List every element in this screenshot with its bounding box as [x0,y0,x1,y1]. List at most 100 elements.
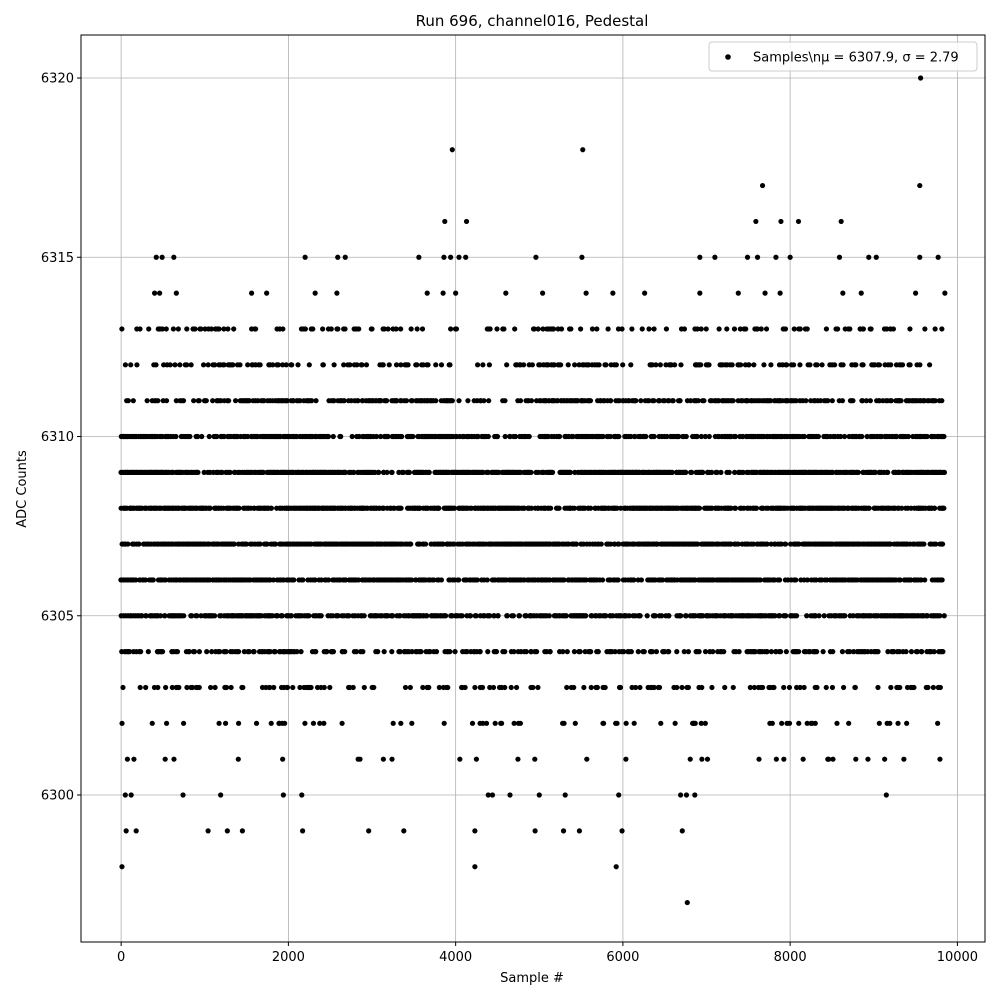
sample-point [159,254,165,260]
sample-point [155,684,161,691]
sample-point [436,505,442,511]
sample-point [540,326,546,332]
sample-point [757,577,763,583]
sample-point [829,398,835,404]
sample-point [240,684,246,691]
sample-point [759,182,766,189]
sample-point [195,469,201,475]
sample-point [275,362,281,368]
sample-point [330,433,336,440]
sample-point [502,398,508,404]
sample-point [205,828,211,834]
sample-point [487,684,493,691]
sample-point [433,649,440,655]
sample-point [501,326,507,332]
sample-point [356,326,362,332]
sample-point [735,290,741,296]
sample-point [917,362,923,368]
y-tick-label: 6305 [41,609,74,624]
y-tick-label: 6315 [41,251,74,266]
sample-point [334,290,340,296]
sample-point [295,362,301,368]
sample-point [409,649,415,655]
sample-point [911,684,917,691]
sample-point [338,433,344,440]
sample-point [895,720,901,726]
sample-point [402,684,409,691]
sample-point [475,362,481,368]
sample-point [699,684,705,691]
sample-point [328,326,334,332]
sample-point [498,720,505,726]
sample-point [885,649,891,655]
sample-point [678,613,684,619]
sample-point [221,326,227,332]
sample-point [736,649,742,655]
sample-point [868,326,874,332]
sample-point [355,398,361,404]
sample-point [284,398,290,404]
sample-point [284,684,291,691]
sample-point [443,613,449,619]
sample-point [335,254,341,260]
sample-point [196,649,203,655]
sample-point [298,649,304,655]
sample-point [643,433,649,440]
sample-point [820,649,826,655]
sample-point [386,362,392,368]
sample-point [268,720,274,726]
sample-point [312,290,318,296]
sample-point [730,398,736,404]
sample-point [124,756,131,762]
sample-point [128,792,134,798]
sample-point [651,433,657,440]
sample-point [331,362,337,368]
sample-point [191,649,198,655]
sample-point [321,684,327,691]
sample-point [897,577,903,583]
sample-point [155,398,161,404]
sample-point [817,398,824,404]
sample-point [570,433,576,440]
sample-point [860,362,866,368]
sample-point [859,433,865,440]
sample-point [839,398,846,404]
sample-point [326,577,332,583]
sample-point [503,290,509,296]
sample-point [769,720,775,726]
sample-point [170,326,177,332]
sample-point [940,649,946,655]
sample-point [389,649,395,655]
sample-point [616,433,622,440]
sample-point [300,828,306,834]
sample-point [914,649,920,655]
sample-point [750,541,757,547]
sample-point [299,792,305,798]
sample-point [753,218,759,225]
sample-point [583,290,589,296]
sample-point [698,362,704,368]
sample-point [616,541,622,547]
sample-point [659,613,665,619]
sample-point [855,469,861,475]
sample-point [231,326,237,332]
sample-point [939,577,945,583]
sample-point [584,756,590,762]
sample-point [607,433,613,440]
sample-point [728,505,734,511]
sample-point [638,577,645,583]
sample-point [169,684,175,691]
sample-point [942,290,948,296]
sample-point [804,613,810,619]
sample-point [378,398,384,404]
sample-point [534,649,540,655]
sample-point [225,326,231,332]
sample-point [666,649,672,655]
sample-point [381,649,387,655]
sample-point [773,254,779,260]
sample-point [847,326,853,332]
sample-point [235,720,242,726]
sample-point [564,684,570,691]
sample-point [462,684,468,691]
sample-point [816,613,822,619]
